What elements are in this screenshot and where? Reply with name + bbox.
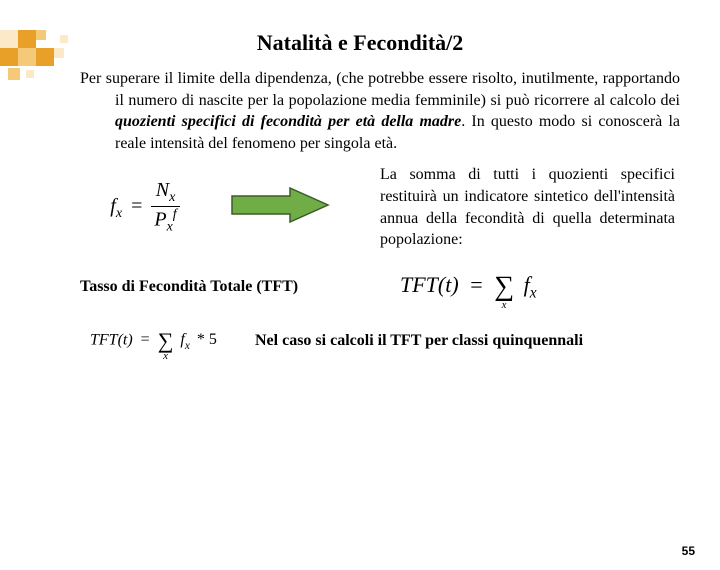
tft-row: Tasso di Fecondità Totale (TFT) TFT(t) =… <box>40 271 680 303</box>
last-row: TFT(t) = ∑x fx * 5 Nel caso si calcoli i… <box>40 328 680 354</box>
formula-fx: fx = Nx Pxf <box>90 179 200 236</box>
last-text: Nel caso si calcoli il TFT per classi qu… <box>255 332 583 350</box>
corner-squares-icon <box>0 30 150 90</box>
content-area: Per superare il limite della dipendenza,… <box>0 56 720 354</box>
para-text-a: Per superare il limite della dipendenza,… <box>80 70 680 109</box>
para-text-b: quozienti specifici di fecondità per età… <box>115 113 461 130</box>
tft-label: Tasso di Fecondità Totale (TFT) <box>80 278 380 296</box>
formula-row: fx = Nx Pxf La somma di tutti i quozient… <box>40 164 680 250</box>
formula-tft: TFT(t) = ∑x fx <box>400 271 537 303</box>
corner-decoration <box>0 30 150 90</box>
arrow-icon <box>230 186 330 229</box>
paragraph-right: La somma di tutti i quozienti specifici … <box>360 164 680 250</box>
page-number: 55 <box>682 544 695 558</box>
formula-tft5: TFT(t) = ∑x fx * 5 <box>90 328 240 354</box>
